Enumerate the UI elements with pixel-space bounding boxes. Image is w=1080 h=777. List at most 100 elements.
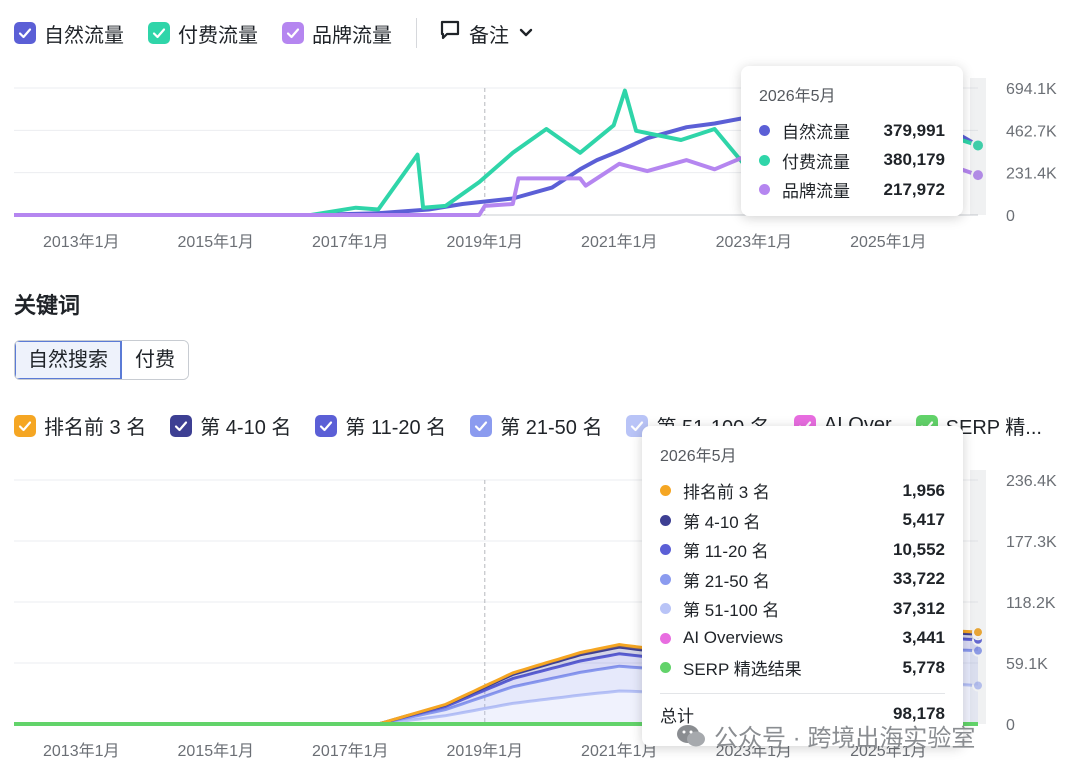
x-tick-label: 2017年1月 [312,742,389,760]
tooltip-label: SERP 精选结果 [683,660,802,680]
x-tick-label: 2021年1月 [581,742,658,760]
check-icon[interactable] [14,22,36,44]
tooltip-label: 排名前 3 名 [683,483,770,503]
tooltip-value: 10,552 [893,539,945,559]
hover-point [971,168,985,183]
y-tick-label: 236.4K [1006,473,1057,490]
tooltip-value: 37,312 [893,598,945,618]
chevron-down-icon [519,28,533,38]
y-tick-label: 0 [1006,717,1015,734]
series-dot [660,632,671,644]
keywords-title: 关键词 [14,293,81,318]
legend-label: 自然流量 [44,24,124,47]
x-tick-label: 2025年1月 [850,742,927,760]
series-dot [660,485,671,497]
y-tick-label: 0 [1006,208,1015,225]
tab-organic-search[interactable]: 自然搜索 [15,341,122,379]
x-tick-label: 2015年1月 [178,233,255,251]
legend-rank-21-50[interactable]: 第 21-50 名 [470,411,602,440]
tooltip-row: 第 51-100 名 37,312 [660,594,945,624]
x-tick-label: 2017年1月 [312,233,389,251]
legend-divider [416,18,417,48]
tooltip-total-row: 总计 98,178 [660,700,945,730]
legend-label: 品牌流量 [312,24,392,47]
y-tick-label: 177.3K [1006,534,1057,551]
tooltip-label: 品牌流量 [782,182,850,202]
series-dot [660,573,671,585]
series-dot [660,662,671,674]
x-tick-label: 2021年1月 [581,233,658,251]
legend-rank-11-20[interactable]: 第 11-20 名 [315,411,446,440]
check-icon[interactable] [315,414,338,437]
tab-paid[interactable]: 付费 [122,341,188,379]
x-tick-label: 2013年1月 [43,742,120,760]
legend-label: SERP 精... [945,417,1042,439]
legend-rank-4-10[interactable]: 第 4-10 名 [170,411,291,440]
x-tick-label: 2025年1月 [850,233,927,251]
tooltip-value: 33,722 [893,569,945,589]
series-dot [660,514,671,526]
tooltip-label: 付费流量 [782,152,850,172]
y-tick-label: 462.7K [1006,123,1057,140]
legend-label: 第 21-50 名 [500,417,603,439]
notes-dropdown[interactable]: 备注 [439,19,533,48]
tooltip-row: 付费流量 380,179 [759,146,945,176]
series-dot [660,603,671,615]
traffic-tooltip: 2026年5月 自然流量 379,991 付费流量 380,179 品牌流量 2… [741,66,963,216]
search-type-tabs: 自然搜索 付费 [14,340,189,380]
tooltip-label: 第 51-100 名 [683,601,780,621]
tooltip-value: 3,441 [902,628,945,648]
tooltip-row: 排名前 3 名 1,956 [660,476,945,506]
x-tick-label: 2023年1月 [716,233,793,251]
hover-point [972,679,984,692]
tooltip-value: 380,179 [883,150,945,170]
x-tick-label: 2019年1月 [447,233,524,251]
x-tick-label: 2023年1月 [716,742,793,760]
tooltip-value: 217,972 [883,179,945,199]
ranking-tooltip: 2026年5月 排名前 3 名 1,956 第 4-10 名 5,417 第 11-… [642,426,963,746]
tooltip-date: 2026年5月 [660,448,737,465]
tooltip-row: 第 21-50 名 33,722 [660,565,945,595]
y-tick-label: 231.4K [1006,166,1057,183]
notes-label: 备注 [469,24,509,47]
legend-brand-traffic[interactable]: 品牌流量 [282,19,392,48]
y-tick-label: 118.2K [1006,595,1056,612]
series-dot [759,154,770,166]
comment-icon [439,19,461,47]
legend-label: 排名前 3 名 [44,417,147,439]
check-icon[interactable] [148,22,170,44]
tooltip-value: 1,956 [902,480,945,500]
legend-organic-traffic[interactable]: 自然流量 [14,19,124,48]
tooltip-label: AI Overviews [683,628,784,648]
tooltip-total-value: 98,178 [893,704,945,724]
legend-paid-traffic[interactable]: 付费流量 [148,19,258,48]
tooltip-date: 2026年5月 [759,88,836,105]
legend-label: 第 4-10 名 [200,417,292,439]
series-dot [759,125,770,137]
x-tick-label: 2013年1月 [43,233,120,251]
tooltip-row: 第 4-10 名 5,417 [660,506,945,536]
hover-band [970,78,986,215]
tooltip-value: 5,417 [902,510,945,530]
tooltip-row: 自然流量 379,991 [759,116,945,146]
check-icon[interactable] [470,414,493,437]
y-tick-label: 59.1K [1006,656,1048,673]
tooltip-label: 第 11-20 名 [683,542,769,562]
tooltip-value: 5,778 [902,657,945,677]
hover-point [971,138,985,153]
watermark-text: 公众号 · 跨境出海实验室 [714,725,976,752]
traffic-legend: 自然流量 付费流量 品牌流量 备注 [14,18,533,48]
legend-label: 第 11-20 名 [345,417,447,439]
tooltip-divider [660,692,945,694]
tooltip-label: 自然流量 [782,123,850,143]
check-icon[interactable] [170,414,193,437]
tooltip-row: AI Overviews 3,441 [660,624,945,654]
tooltip-label: 第 21-50 名 [683,571,770,591]
legend-top3[interactable]: 排名前 3 名 [14,411,146,440]
wechat-icon [676,723,706,749]
series-dot [759,184,770,196]
check-icon[interactable] [14,414,36,437]
ranking-legend: 排名前 3 名 第 4-10 名 第 11-20 名 第 21-50 名 第 5… [14,411,1080,440]
check-icon[interactable] [282,22,304,44]
legend-label: 付费流量 [178,24,258,47]
